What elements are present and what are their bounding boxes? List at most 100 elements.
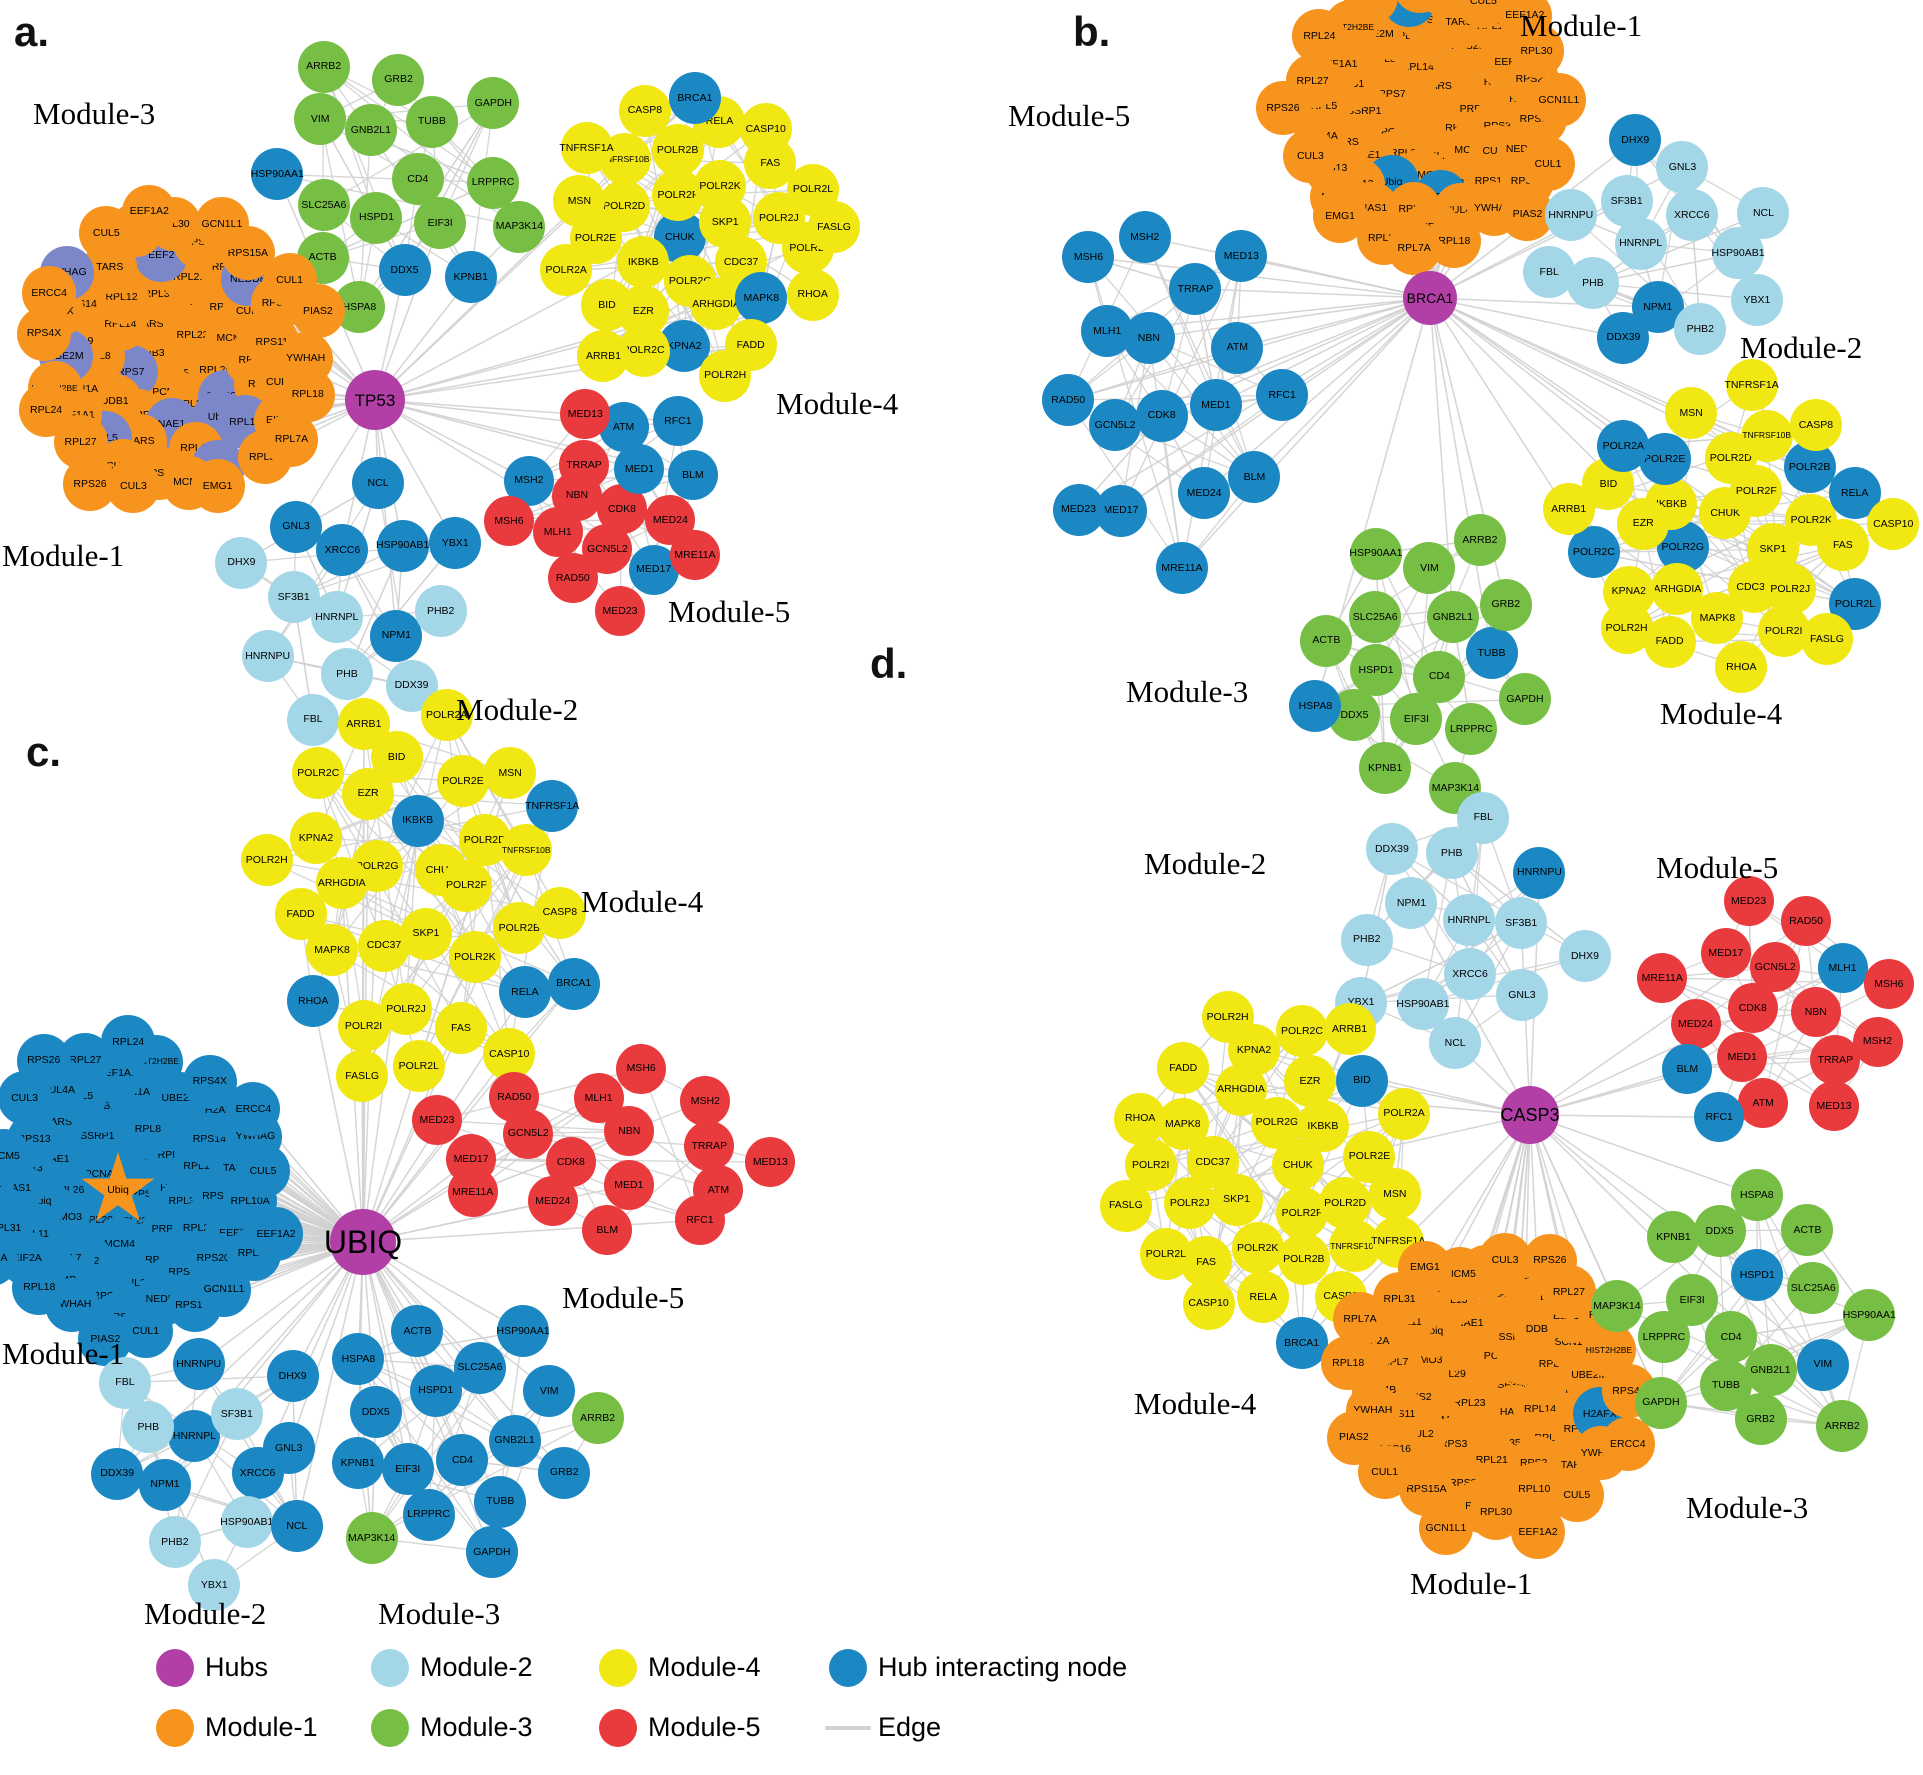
network-node: POLR2I	[337, 1000, 390, 1053]
network-node: BRCA1	[547, 957, 600, 1010]
network-node: RPL7A	[1387, 221, 1442, 276]
network-node: PHB	[122, 1401, 175, 1454]
network-node: RPL24	[19, 383, 74, 438]
network-node: HSP90AB1	[376, 519, 429, 572]
network-node: GCN5L2	[1750, 942, 1801, 993]
network-node: HSP90AB1	[220, 1496, 273, 1549]
network-node: ACTB	[1781, 1203, 1834, 1256]
network-node: ARRB1	[1542, 483, 1595, 536]
network-node: IKBKB	[391, 794, 444, 847]
network-node: POLR2A	[540, 244, 593, 297]
network-node: KPNB1	[1359, 741, 1412, 794]
network-node: VIM	[1403, 542, 1456, 595]
network-node: FADD	[1157, 1042, 1210, 1095]
network-node: ERCC4	[1600, 1416, 1655, 1471]
network-node: ACTB	[1300, 614, 1353, 667]
network-node: EEF1A2	[249, 1206, 304, 1261]
network-node: HSP90AA1	[1843, 1289, 1896, 1342]
network-node: GNB2L1	[344, 104, 397, 157]
network-node: DHX9	[266, 1349, 319, 1402]
network-node: MAP3K14	[493, 200, 546, 253]
hub-node-TP53: TP53	[345, 370, 405, 430]
network-node: TNFRSF1A	[525, 779, 579, 832]
network-node: ARRB1	[1323, 1003, 1376, 1056]
network-node: MRE11A	[447, 1167, 498, 1218]
network-node: SF3B1	[1495, 897, 1548, 950]
network-node: TRRAP	[559, 439, 610, 490]
legend-edge-swatch	[825, 1726, 871, 1730]
network-node: RFC1	[1694, 1092, 1745, 1143]
network-node: RFC1	[674, 1195, 725, 1246]
network-node: MED24	[1670, 999, 1721, 1050]
network-node: SLC25A6	[1787, 1262, 1840, 1315]
network-node: POLR2A	[1597, 420, 1650, 473]
legend-label: Module-1	[205, 1712, 318, 1742]
legend-swatch-m2	[371, 1649, 409, 1687]
network-node: ARRB2	[1816, 1399, 1869, 1452]
network-node: POLR2H	[240, 834, 293, 887]
network-node: KPNB1	[444, 251, 497, 303]
network-node: GCN1L1	[194, 197, 249, 252]
network-node: VIM	[1796, 1338, 1849, 1391]
network-node: MSH6	[483, 495, 534, 546]
legend-swatch-m4	[599, 1649, 637, 1687]
network-node: TNFRSF10B	[500, 824, 553, 877]
network-node: LRPPRC	[402, 1488, 455, 1541]
network-node: ARRB1	[337, 698, 390, 751]
network-node: FASLG	[808, 200, 861, 253]
network-node: MLH1	[532, 507, 583, 558]
network-node: GCN1L1	[1531, 73, 1586, 128]
network-node: POLR2C	[292, 746, 345, 799]
network-node: CD4	[436, 1434, 489, 1487]
network-node: TUBB	[474, 1475, 527, 1528]
network-node: YBX1	[188, 1559, 241, 1612]
module-label: Module-3	[378, 1596, 501, 1631]
network-node: TRRAP	[1810, 1034, 1861, 1085]
network-node: MED24	[1178, 466, 1231, 519]
network-node: POLR2H	[1201, 991, 1254, 1044]
network-node: POLR2H	[699, 349, 752, 402]
network-node: TRRAP	[684, 1121, 735, 1172]
network-node: CASP10	[739, 103, 792, 156]
network-node: HSPA8	[1730, 1168, 1783, 1221]
network-node: YBX1	[1730, 273, 1783, 326]
legend-swatch-hub	[156, 1649, 194, 1687]
network-node: EMG1	[190, 458, 245, 513]
module-label: Module-5	[668, 594, 791, 629]
network-node: HNRNPU	[1513, 846, 1566, 899]
network-node: SF3B1	[267, 571, 320, 624]
network-node: YBX1	[429, 517, 482, 570]
network-node: NPM1	[1385, 877, 1438, 930]
network-node: RHOA	[1715, 641, 1768, 694]
network-node: DDX39	[1365, 823, 1418, 876]
network-node: RAD50	[1781, 896, 1832, 947]
network-node: SF3B1	[1600, 175, 1653, 227]
network-node: IKBKB	[1296, 1099, 1349, 1152]
network-node: RPS4X	[1344, 0, 1399, 24]
network-node: GCN5L2	[1089, 399, 1142, 452]
network-node: EIF3I	[381, 1443, 434, 1496]
network-node: HNRNPU	[241, 630, 294, 683]
module-label: Module-1	[2, 538, 125, 573]
network-node: FADD	[724, 319, 777, 372]
network-node: MSH6	[1062, 230, 1115, 283]
network-node: TUBB	[405, 95, 458, 148]
module-label: Module-4	[1134, 1386, 1257, 1421]
network-node: GAPDH	[1634, 1376, 1687, 1429]
network-node: TNFRSF10B	[1740, 409, 1793, 462]
network-node: NPM1	[138, 1458, 191, 1511]
network-node: DDX39	[91, 1447, 144, 1500]
network-node: DHX9	[1609, 114, 1662, 167]
legend-label: Hubs	[205, 1652, 269, 1682]
network-node: MED13	[1809, 1081, 1859, 1132]
network-node: MAP3K14	[345, 1512, 398, 1565]
network-node: SLC25A6	[453, 1341, 506, 1394]
network-node: POLR2H	[1600, 602, 1653, 655]
network-node: HSPA8	[1289, 680, 1342, 733]
network-node: RELA	[1237, 1271, 1290, 1324]
network-node: NCL	[352, 457, 405, 510]
network-node: POLR2C	[1567, 526, 1620, 579]
network-node: ARRB2	[571, 1392, 624, 1445]
network-node: MSH6	[616, 1043, 667, 1094]
network-node: RPL7A	[0, 1231, 18, 1286]
